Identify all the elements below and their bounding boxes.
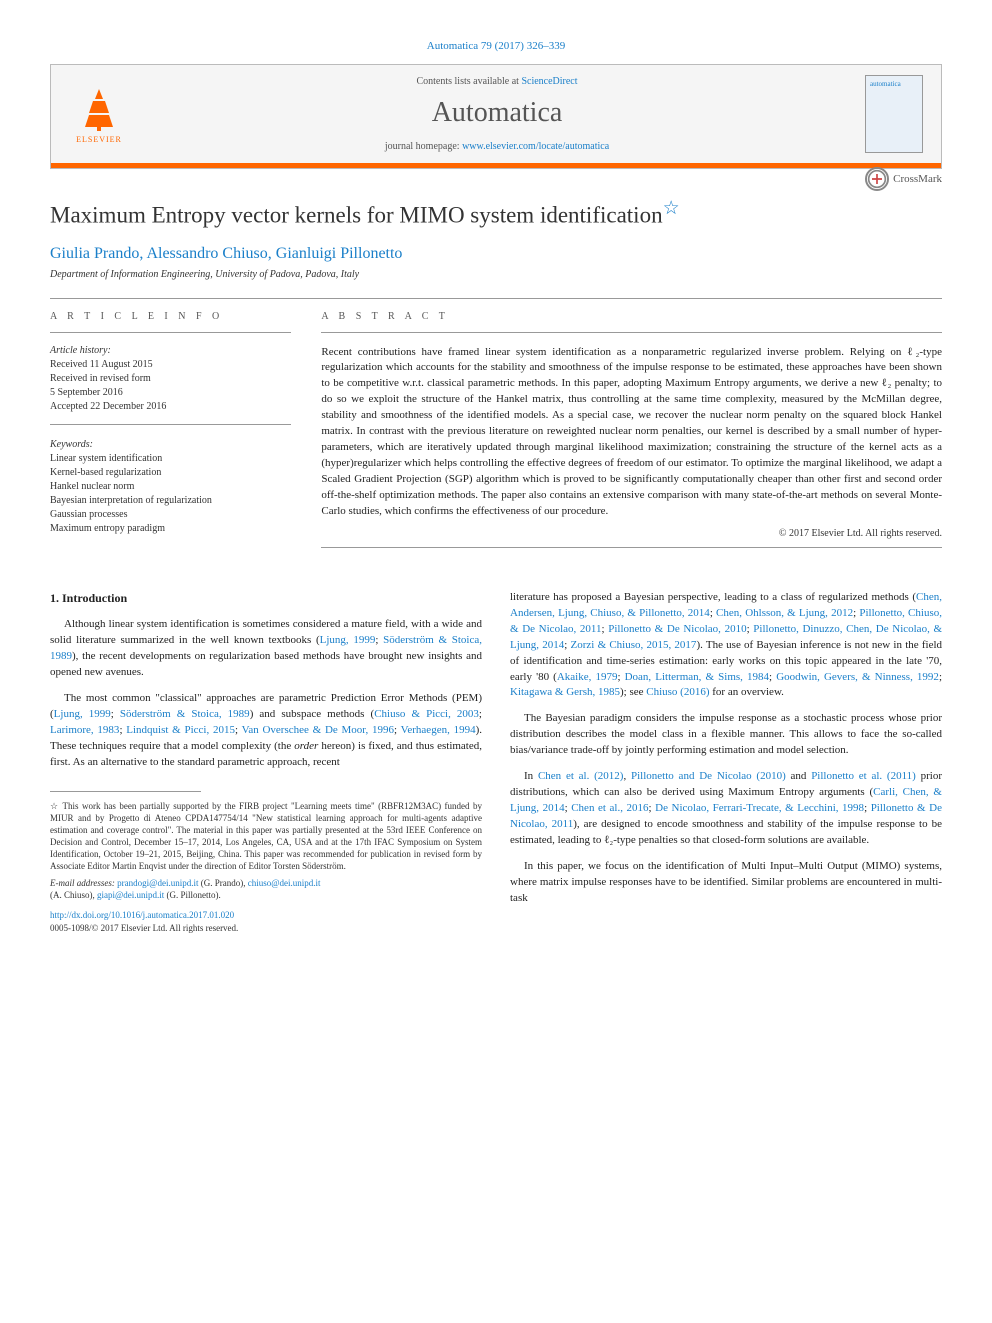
reference-link[interactable]: Kitagawa & Gersh, 1985 xyxy=(510,686,620,698)
reference-link[interactable]: Chen et al., 2016 xyxy=(571,802,648,814)
body-column-left: 1. Introduction Although linear system i… xyxy=(50,590,482,935)
reference-link[interactable]: Pillonetto et al. (2011) xyxy=(811,770,916,782)
section-1-heading: 1. Introduction xyxy=(50,590,482,607)
reference-link[interactable]: De Nicolao, Ferrari-Trecate, & Lecchini,… xyxy=(655,802,864,814)
keyword: Maximum entropy paradigm xyxy=(50,522,291,536)
footnote-separator xyxy=(50,791,201,792)
body-column-right: literature has proposed a Bayesian persp… xyxy=(510,590,942,935)
abstract-text: Recent contributions have framed linear … xyxy=(321,345,942,520)
reference-link[interactable]: Ljung, 1999 xyxy=(320,634,376,646)
revised-label: Received in revised form xyxy=(50,372,291,386)
doi-link[interactable]: http://dx.doi.org/10.1016/j.automatica.2… xyxy=(50,910,234,920)
citation-header: Automatica 79 (2017) 326–339 xyxy=(50,40,942,52)
affiliation: Department of Information Engineering, U… xyxy=(50,269,942,280)
sciencedirect-link[interactable]: ScienceDirect xyxy=(521,76,577,87)
body-paragraph: The Bayesian paradigm considers the impu… xyxy=(510,711,942,759)
homepage-prefix: journal homepage: xyxy=(385,141,462,152)
footnote-star: ☆ xyxy=(50,801,59,811)
body-paragraph: The most common "classical" approaches a… xyxy=(50,691,482,771)
email-link[interactable]: chiuso@dei.unipd.it xyxy=(248,878,321,888)
article-title: Maximum Entropy vector kernels for MIMO … xyxy=(50,197,942,231)
history-label: Article history: xyxy=(50,345,291,356)
cover-thumb-title: automatica xyxy=(870,80,918,88)
keyword: Bayesian interpretation of regularizatio… xyxy=(50,494,291,508)
info-heading: A R T I C L E I N F O xyxy=(50,311,291,322)
section-divider xyxy=(50,298,942,299)
italic-order: order xyxy=(294,740,318,752)
elsevier-label: ELSEVIER xyxy=(76,135,122,144)
doi-line: http://dx.doi.org/10.1016/j.automatica.2… xyxy=(50,909,482,922)
homepage-text: journal homepage: www.elsevier.com/locat… xyxy=(129,141,865,152)
email-name: (A. Chiuso), xyxy=(50,890,97,900)
reference-link[interactable]: Ljung, 1999 xyxy=(54,708,111,720)
authors-list: Giulia Prando, Alessandro Chiuso, Gianlu… xyxy=(50,245,942,263)
keyword: Kernel-based regularization xyxy=(50,466,291,480)
crossmark-icon xyxy=(865,167,889,191)
reference-link[interactable]: Chiuso (2016) xyxy=(646,686,709,698)
reference-link[interactable]: Goodwin, Gevers, & Ninness, 1992 xyxy=(776,671,939,683)
reference-link[interactable]: Verhaegen, 1994 xyxy=(401,724,476,736)
reference-link[interactable]: Chen, Ohlsson, & Ljung, 2012 xyxy=(716,607,853,619)
email-link[interactable]: giapi@dei.unipd.it xyxy=(97,890,164,900)
abstract-column: A B S T R A C T Recent contributions hav… xyxy=(321,311,942,560)
abstract-heading: A B S T R A C T xyxy=(321,311,942,322)
contents-available-text: Contents lists available at ScienceDirec… xyxy=(129,76,865,87)
received-date: Received 11 August 2015 xyxy=(50,358,291,372)
title-footnote-star: ☆ xyxy=(663,198,680,219)
body-paragraph: In Chen et al. (2012), Pillonetto and De… xyxy=(510,769,942,849)
contents-prefix: Contents lists available at xyxy=(416,76,521,87)
abstract-bottom-divider xyxy=(321,547,942,548)
reference-link[interactable]: Chen et al. (2012) xyxy=(538,770,624,782)
reference-link[interactable]: Zorzi & Chiuso, 2015, 2017 xyxy=(571,639,697,651)
email-label: E-mail addresses: xyxy=(50,878,117,888)
abstract-copyright: © 2017 Elsevier Ltd. All rights reserved… xyxy=(321,528,942,539)
keyword: Gaussian processes xyxy=(50,508,291,522)
reference-link[interactable]: Doan, Litterman, & Sims, 1984 xyxy=(625,671,769,683)
accepted-date: Accepted 22 December 2016 xyxy=(50,400,291,414)
reference-link[interactable]: Söderström & Stoica, 1989 xyxy=(120,708,250,720)
reference-link[interactable]: Akaike, 1979 xyxy=(557,671,618,683)
title-text: Maximum Entropy vector kernels for MIMO … xyxy=(50,203,663,228)
revised-date: 5 September 2016 xyxy=(50,386,291,400)
crossmark-badge[interactable]: CrossMark xyxy=(865,167,942,191)
email-link[interactable]: prandogi@dei.unipd.it xyxy=(117,878,198,888)
footnote-text: This work has been partially supported b… xyxy=(50,801,482,872)
crossmark-label: CrossMark xyxy=(893,173,942,185)
homepage-link[interactable]: www.elsevier.com/locate/automatica xyxy=(462,141,609,152)
body-paragraph: literature has proposed a Bayesian persp… xyxy=(510,590,942,702)
elsevier-logo: ELSEVIER xyxy=(69,79,129,149)
keywords-label: Keywords: xyxy=(50,439,291,450)
reference-link[interactable]: Chiuso & Picci, 2003 xyxy=(374,708,479,720)
elsevier-tree-icon xyxy=(75,85,123,133)
email-name: (G. Prando), xyxy=(198,878,247,888)
keyword: Hankel nuclear norm xyxy=(50,480,291,494)
info-divider xyxy=(50,332,291,333)
body-paragraph: In this paper, we focus on the identific… xyxy=(510,859,942,907)
email-footnote: E-mail addresses: prandogi@dei.unipd.it … xyxy=(50,877,482,901)
keyword: Linear system identification xyxy=(50,452,291,466)
issn-line: 0005-1098/© 2017 Elsevier Ltd. All right… xyxy=(50,922,482,935)
reference-link[interactable]: Lindquist & Picci, 2015 xyxy=(126,724,235,736)
abstract-divider xyxy=(321,332,942,333)
journal-name: Automatica xyxy=(129,97,865,129)
journal-cover-thumb: automatica xyxy=(865,75,923,153)
orange-divider-bar xyxy=(51,163,941,168)
reference-link[interactable]: Van Overschee & De Moor, 1996 xyxy=(242,724,394,736)
reference-link[interactable]: Pillonetto & De Nicolao, 2010 xyxy=(608,623,746,635)
footnote-block: ☆ This work has been partially supported… xyxy=(50,800,482,873)
journal-header-box: ELSEVIER Contents lists available at Sci… xyxy=(50,64,942,169)
reference-link[interactable]: Pillonetto and De Nicolao (2010) xyxy=(631,770,786,782)
reference-link[interactable]: Larimore, 1983 xyxy=(50,724,119,736)
article-info-column: A R T I C L E I N F O Article history: R… xyxy=(50,311,291,560)
email-name: (G. Pillonetto). xyxy=(164,890,221,900)
body-paragraph: Although linear system identification is… xyxy=(50,617,482,681)
